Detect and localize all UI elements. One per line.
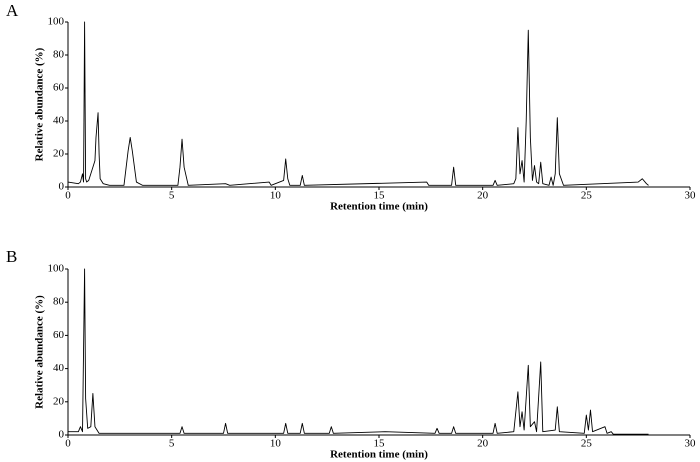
x-tick-label: 30 [685, 438, 697, 450]
y-tick-label: 80 [53, 296, 65, 308]
y-tick-label: 80 [53, 49, 65, 61]
y-tick-label: 0 [59, 181, 65, 193]
panel-label: B [6, 247, 17, 266]
y-tick-label: 100 [48, 263, 65, 275]
x-tick-label: 10 [270, 438, 282, 450]
y-tick-label: 60 [53, 82, 65, 94]
y-tick-label: 40 [53, 362, 65, 374]
x-tick-label: 15 [374, 190, 386, 202]
x-tick-label: 25 [581, 190, 593, 202]
x-tick-label: 0 [65, 438, 71, 450]
y-axis-label: Relative abundance (%) [34, 295, 46, 409]
y-axis-label: Relative abundance (%) [34, 47, 46, 161]
y-tick-label: 20 [53, 148, 65, 160]
y-tick-label: 60 [53, 329, 65, 341]
y-tick-label: 20 [53, 395, 65, 407]
x-tick-label: 10 [270, 190, 282, 202]
x-tick-label: 5 [169, 190, 175, 202]
x-axis-label: Retention time (min) [330, 449, 428, 461]
x-tick-label: 25 [581, 438, 593, 450]
panel-label: A [6, 1, 19, 20]
x-tick-label: 15 [374, 438, 386, 450]
y-tick-label: 0 [59, 429, 65, 441]
x-tick-label: 5 [169, 438, 175, 450]
chromatogram-line [68, 268, 649, 435]
chromatogram-line [67, 21, 649, 186]
x-axis-label: Retention time (min) [330, 201, 428, 213]
x-tick-label: 30 [685, 190, 697, 202]
y-tick-label: 40 [53, 115, 65, 127]
x-tick-label: 0 [65, 190, 71, 202]
x-tick-label: 20 [477, 438, 489, 450]
y-tick-label: 100 [48, 16, 65, 28]
x-tick-label: 20 [477, 190, 489, 202]
